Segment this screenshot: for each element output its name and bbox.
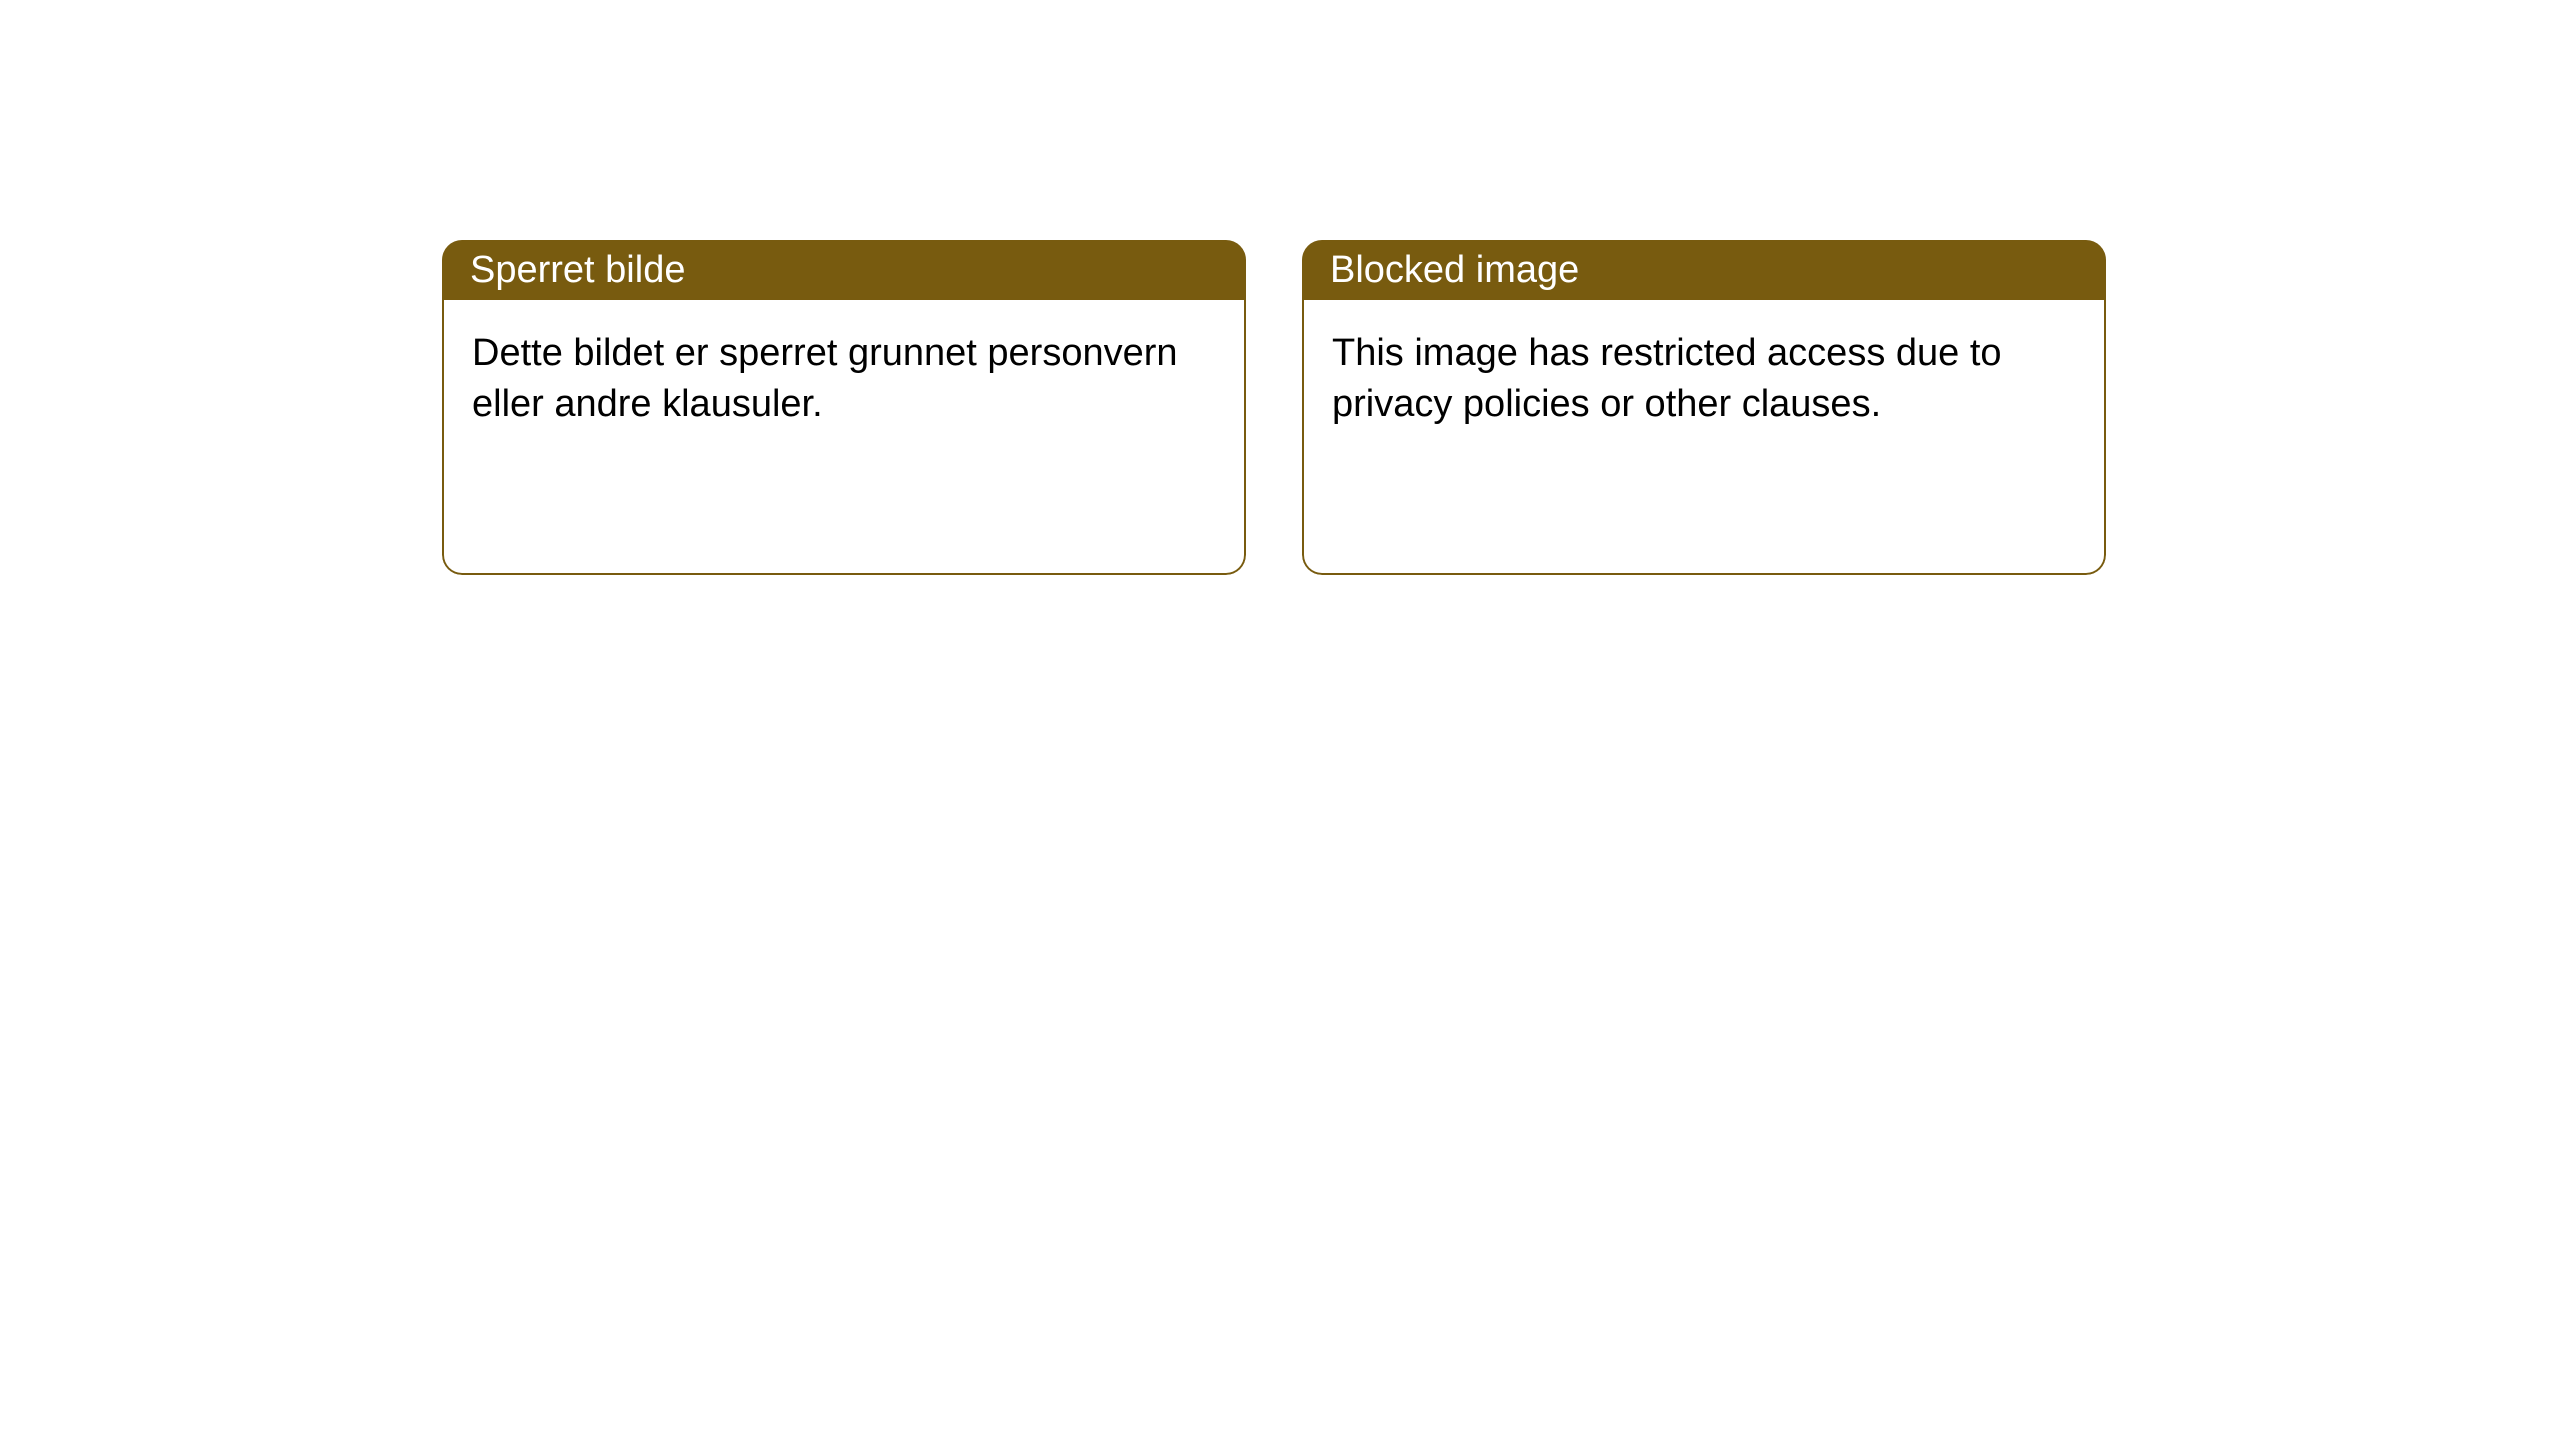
card-header: Blocked image	[1302, 240, 2106, 300]
card-header: Sperret bilde	[442, 240, 1246, 300]
notice-card-english: Blocked image This image has restricted …	[1302, 240, 2106, 575]
card-body: This image has restricted access due to …	[1302, 300, 2106, 575]
card-body: Dette bildet er sperret grunnet personve…	[442, 300, 1246, 575]
cards-container: Sperret bilde Dette bildet er sperret gr…	[442, 240, 2106, 575]
notice-card-norwegian: Sperret bilde Dette bildet er sperret gr…	[442, 240, 1246, 575]
